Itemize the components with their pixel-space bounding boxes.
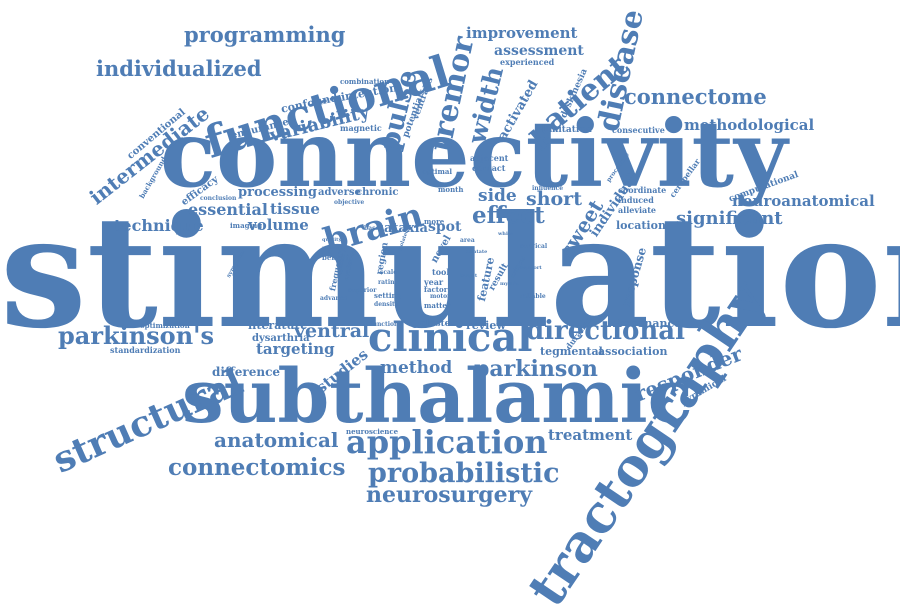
- word-more: more: [424, 217, 445, 226]
- word-technique: technique: [114, 216, 204, 235]
- word-optimization: optimization: [140, 321, 190, 330]
- word-tegmental: tegmental: [540, 345, 603, 358]
- word-short: short: [526, 188, 582, 210]
- word-probabilistic: probabilistic: [368, 458, 560, 489]
- word-standardization: standardization: [110, 345, 181, 355]
- word-superior: superior: [348, 287, 377, 294]
- word-reliable: reliable: [520, 293, 546, 300]
- word-objective: objective: [334, 199, 365, 206]
- word-improvement: improvement: [466, 24, 578, 42]
- word-connectivity: connectivity: [160, 100, 788, 208]
- word-resonance: resonance: [618, 317, 682, 330]
- word-parkinsons: parkinson's: [58, 321, 214, 350]
- word-experienced: experienced: [500, 57, 555, 67]
- word-limitation: limitation: [542, 125, 592, 135]
- word-influence: influence: [532, 185, 564, 192]
- word-area: area: [460, 237, 475, 244]
- word-ataxia: ataxia: [384, 221, 428, 236]
- word-scale: scale: [380, 269, 398, 276]
- word-anatomical: anatomical: [214, 428, 339, 452]
- word-matter: matter: [424, 301, 451, 310]
- word-stimulation: stimulation: [0, 182, 900, 363]
- word-alleviate: alleviate: [618, 205, 657, 215]
- word-method: method: [380, 358, 453, 378]
- word-induced: induced: [618, 195, 654, 205]
- word-review: review: [466, 319, 506, 332]
- word-ventral: ventral: [294, 320, 370, 342]
- word-subthalamic: subthalamic: [182, 354, 693, 440]
- word-optimal: optimal: [422, 167, 453, 176]
- word-programming: programming: [184, 22, 346, 47]
- word-surgical: surgical: [520, 243, 548, 250]
- word-neuroscience: neuroscience: [346, 427, 399, 436]
- word-spot: spot: [428, 219, 462, 235]
- word-dysarthria: dysarthria: [252, 333, 310, 344]
- word-imaging: imaging: [230, 221, 263, 230]
- word-setting: setting: [374, 291, 402, 300]
- word-support: support: [520, 265, 542, 271]
- word-advance: advance: [320, 295, 348, 302]
- word-anterior: anterior: [322, 245, 345, 251]
- word-factor: factor: [424, 285, 448, 294]
- word-targeting: targeting: [256, 340, 335, 358]
- word-methodological: methodological: [684, 116, 815, 134]
- word-literature: literature: [248, 319, 308, 332]
- word-motor: motor: [430, 293, 451, 300]
- word-year: year: [424, 277, 444, 287]
- word-myelin: myelin: [500, 281, 519, 287]
- word-essential: essential: [188, 200, 268, 219]
- word-cluster: cluster: [420, 319, 456, 329]
- word-treatment: treatment: [548, 426, 633, 444]
- word-quality: quality: [322, 237, 342, 243]
- word-assessment: assessment: [494, 43, 584, 59]
- word-tissue: tissue: [270, 200, 320, 218]
- word-contact: contact: [472, 163, 506, 173]
- word-association: association: [598, 345, 668, 358]
- word-conclusion: conclusion: [200, 195, 237, 202]
- word-dentate: dentate: [466, 249, 488, 255]
- word-individualized: individualized: [96, 56, 262, 81]
- word-function: function: [370, 321, 399, 328]
- word-parkinson: parkinson: [474, 356, 598, 382]
- word-rating: rating: [378, 279, 399, 286]
- word-application: application: [346, 423, 548, 461]
- word-clinical: clinical: [368, 314, 533, 361]
- word-month: month: [438, 185, 464, 194]
- word-side: side: [478, 186, 517, 206]
- word-location: location: [616, 219, 666, 232]
- word-target: target: [460, 273, 478, 279]
- word-chronic: chronic: [356, 187, 399, 198]
- word-coordinate: coordinate: [618, 185, 667, 195]
- word-directional: directional: [526, 316, 685, 346]
- word-magnetic: magnetic: [340, 123, 382, 133]
- word-difference: difference: [212, 365, 281, 379]
- word-neuroanatomical: neuroanatomical: [732, 192, 875, 210]
- word-neurosurgery: neurosurgery: [366, 482, 532, 508]
- word-density: density: [374, 301, 399, 308]
- word-connectomics: connectomics: [168, 454, 346, 481]
- word-adverse: adverse: [318, 187, 361, 198]
- word-connectome: connectome: [624, 84, 767, 109]
- word-significant: significant: [676, 208, 783, 229]
- word-consecutive: consecutive: [612, 125, 665, 135]
- word-combination: combination: [340, 77, 390, 86]
- word-based: based: [364, 225, 384, 232]
- word-processing: processing: [238, 185, 317, 200]
- word-adjacent: adjacent: [470, 153, 509, 163]
- word-benefit: benefit: [322, 253, 350, 262]
- word-white: white: [498, 231, 514, 237]
- word-volume: volume: [248, 216, 309, 234]
- word-tool: tool: [432, 267, 450, 277]
- word-effect: effect: [472, 202, 545, 229]
